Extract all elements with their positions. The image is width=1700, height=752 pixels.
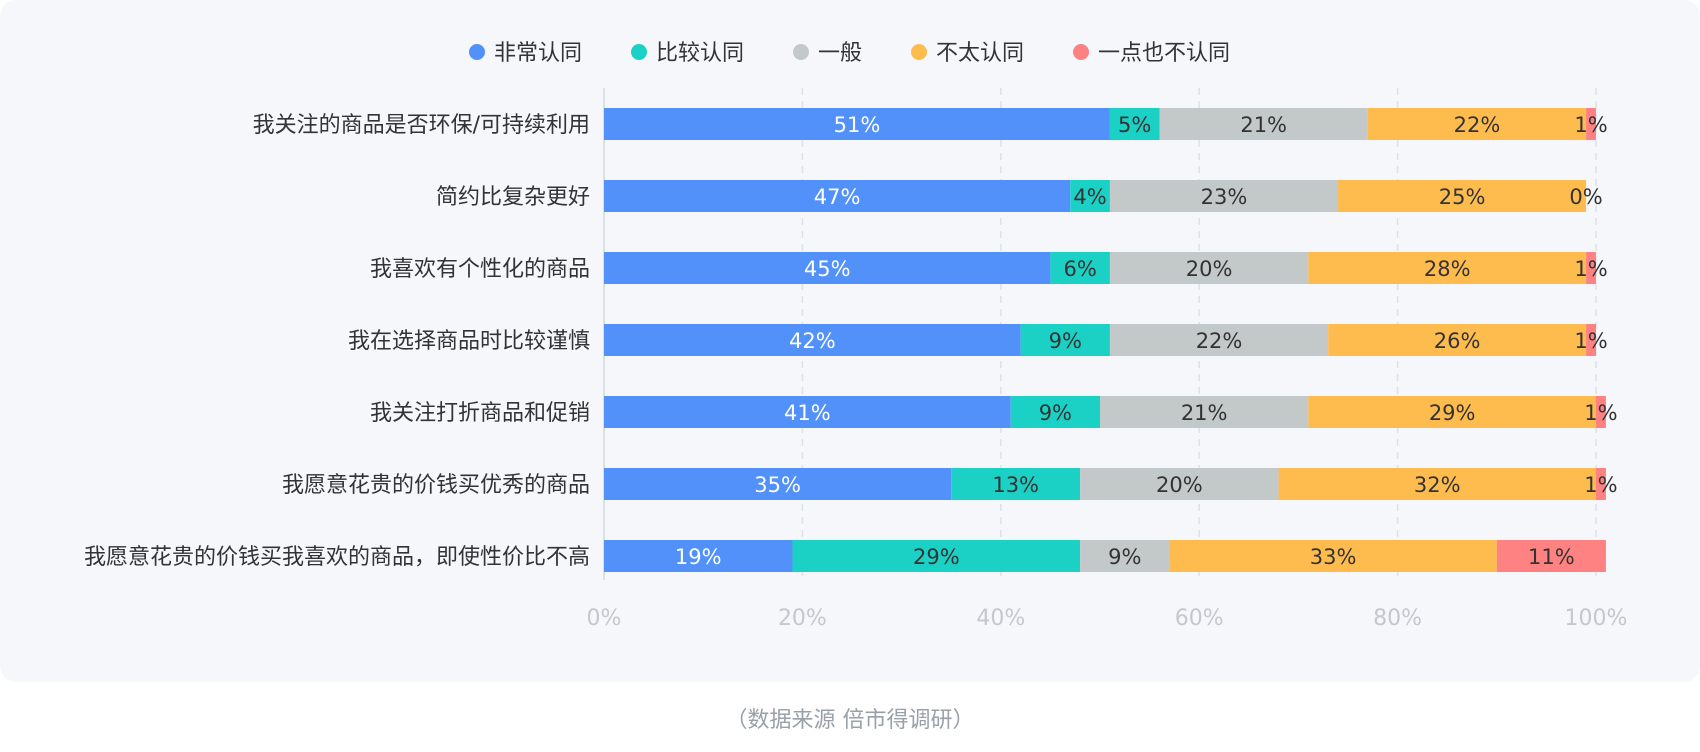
bar-segment: [1308, 396, 1596, 428]
legend-marker: [793, 44, 809, 60]
category-label: 我关注打折商品和促销: [370, 401, 590, 426]
bar-segment: [1109, 324, 1329, 356]
data-label: 22%: [1196, 329, 1243, 353]
bar-segment: [1109, 108, 1160, 140]
category-label: 我愿意花贵的价钱买优秀的商品: [282, 473, 590, 498]
data-label: 9%: [1108, 545, 1141, 569]
legend-label: 比较认同: [656, 41, 744, 66]
data-label: 0%: [1569, 185, 1602, 209]
legend-label: 一点也不认同: [1098, 41, 1230, 66]
data-label: 19%: [675, 545, 722, 569]
legend-marker: [469, 44, 485, 60]
data-label: 6%: [1063, 257, 1096, 281]
bar-segment: [1596, 396, 1606, 428]
bar-segment: [1586, 324, 1596, 356]
data-label: 21%: [1240, 113, 1287, 137]
bar-segment: [1308, 252, 1587, 284]
bar-segment: [604, 180, 1071, 212]
bar-segment: [1020, 324, 1110, 356]
legend-marker: [1073, 44, 1089, 60]
data-label: 11%: [1528, 545, 1575, 569]
bar-segment: [1050, 252, 1110, 284]
bar-segment: [604, 324, 1021, 356]
bar-segment: [1586, 108, 1596, 140]
legend-label: 非常认同: [494, 41, 582, 66]
data-label: 28%: [1424, 257, 1471, 281]
data-label: 9%: [1039, 401, 1072, 425]
x-tick-label: 60%: [1175, 606, 1224, 631]
data-label: 22%: [1454, 113, 1501, 137]
bar-segment: [1278, 468, 1596, 500]
legend-marker: [911, 44, 927, 60]
data-label: 20%: [1156, 473, 1203, 497]
data-label: 23%: [1201, 185, 1248, 209]
data-label: 25%: [1439, 185, 1486, 209]
bar-segment: [1080, 540, 1170, 572]
x-tick-label: 40%: [976, 606, 1025, 631]
data-label: 41%: [784, 401, 831, 425]
bar-segment: [1169, 540, 1497, 572]
data-label: 29%: [1429, 401, 1476, 425]
data-label: 1%: [1574, 257, 1607, 281]
bar-segment: [792, 540, 1081, 572]
source-note: （数据来源 倍市得调研）: [725, 708, 975, 733]
bar-segment: [1328, 324, 1587, 356]
bar-segment: [1586, 252, 1596, 284]
legend-label: 一般: [818, 41, 862, 66]
data-label: 21%: [1181, 401, 1228, 425]
data-label: 9%: [1049, 329, 1082, 353]
x-tick-label: 100%: [1565, 606, 1628, 631]
data-label: 45%: [804, 257, 851, 281]
bar-segment: [604, 108, 1110, 140]
data-label: 47%: [814, 185, 861, 209]
bar-segment: [604, 396, 1011, 428]
bar-segment: [1010, 396, 1100, 428]
bar-segment: [604, 252, 1051, 284]
x-tick-label: 80%: [1373, 606, 1422, 631]
bar-segment: [1338, 180, 1587, 212]
category-label: 我愿意花贵的价钱买我喜欢的商品，即使性价比不高: [84, 545, 590, 570]
category-label: 我关注的商品是否环保/可持续利用: [253, 113, 590, 138]
bar-segment: [1070, 180, 1110, 212]
data-label: 1%: [1574, 113, 1607, 137]
data-label: 26%: [1434, 329, 1481, 353]
category-label: 我喜欢有个性化的商品: [370, 257, 590, 282]
data-label: 42%: [789, 329, 836, 353]
bar-segment: [1100, 396, 1309, 428]
bar-segment: [604, 468, 952, 500]
legend-marker: [631, 44, 647, 60]
category-label: 简约比复杂更好: [436, 185, 590, 210]
data-label: 51%: [834, 113, 881, 137]
bar-segment: [1080, 468, 1279, 500]
category-label: 我在选择商品时比较谨慎: [348, 329, 590, 354]
bar-segment: [604, 540, 793, 572]
data-label: 1%: [1584, 401, 1617, 425]
bar-segment: [1367, 108, 1587, 140]
data-label: 1%: [1574, 329, 1607, 353]
bar-segment: [1109, 252, 1309, 284]
bar-segment: [1109, 180, 1339, 212]
data-label: 29%: [913, 545, 960, 569]
data-label: 13%: [992, 473, 1039, 497]
data-label: 32%: [1414, 473, 1461, 497]
stacked-bar-chart: 0% 20% 40% 60% 80% 100% 非常认同 比较认同 一般 不太认同 一点也不认同我关…: [84, 41, 1628, 631]
data-label: 1%: [1584, 473, 1617, 497]
x-tick-label: 0%: [587, 606, 622, 631]
bar-segment: [951, 468, 1081, 500]
data-label: 5%: [1118, 113, 1151, 137]
bar-segment: [1596, 468, 1606, 500]
data-label: 4%: [1073, 185, 1106, 209]
x-tick-label: 20%: [778, 606, 827, 631]
legend-label: 不太认同: [936, 41, 1024, 66]
data-label: 33%: [1310, 545, 1357, 569]
bar-segment: [1496, 540, 1606, 572]
data-label: 20%: [1186, 257, 1233, 281]
data-label: 35%: [754, 473, 801, 497]
bar-segment: [1159, 108, 1368, 140]
